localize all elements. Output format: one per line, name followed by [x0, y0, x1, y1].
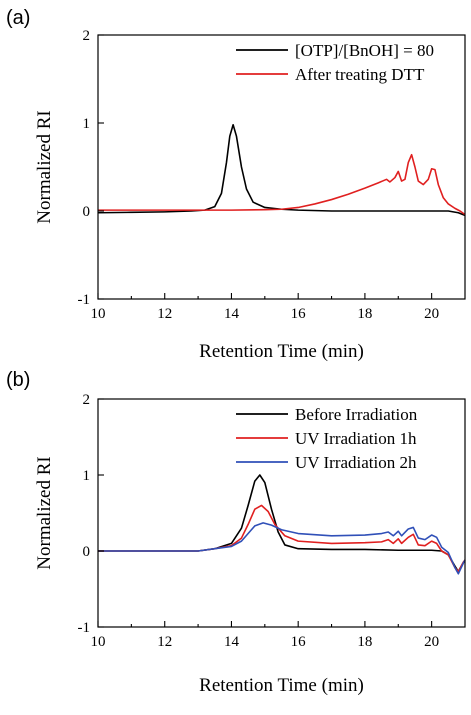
- y-tick-label-a--1: -1: [78, 292, 91, 308]
- x-tick-label-b-20: 20: [424, 634, 439, 650]
- y-tick-label-b-2: 2: [83, 392, 91, 408]
- x-tick-label-a-14: 14: [224, 306, 240, 322]
- y-tick-label-a-0: 0: [83, 204, 91, 220]
- panel-a-label: (a): [6, 7, 30, 29]
- legend-label-a-1: [OTP]/[BnOH] = 80: [295, 41, 434, 60]
- x-tick-label-b-10: 10: [91, 634, 106, 650]
- x-axis-title-b: Retention Time (min): [199, 675, 364, 696]
- series-line-a-1: [97, 123, 466, 217]
- y-tick-label-a-2: 2: [83, 28, 91, 44]
- legend-label-a-2: After treating DTT: [295, 65, 425, 84]
- y-axis-title-a: Normalized RI: [34, 110, 55, 223]
- y-tick-label-a-1: 1: [83, 116, 91, 132]
- y-tick-label-b-0: 0: [83, 544, 91, 560]
- series-line-b-3: [98, 522, 466, 575]
- x-tick-label-b-18: 18: [357, 634, 372, 650]
- x-tick-label-b-16: 16: [291, 634, 307, 650]
- x-tick-label-a-10: 10: [91, 306, 106, 322]
- x-tick-label-a-16: 16: [291, 306, 307, 322]
- x-tick-label-a-20: 20: [424, 306, 439, 322]
- series-line-a-2: [98, 153, 466, 216]
- x-tick-label-b-14: 14: [224, 634, 240, 650]
- legend-label-b-2: UV Irradiation 1h: [295, 429, 417, 448]
- x-axis-title-a: Retention Time (min): [199, 341, 364, 362]
- panel-b-label: (b): [6, 369, 30, 391]
- series-line-b-2: [98, 504, 466, 573]
- plot-frame-b: [97, 398, 466, 628]
- plot-frame-a: [97, 34, 466, 300]
- x-tick-label-a-18: 18: [357, 306, 372, 322]
- x-tick-label-b-12: 12: [157, 634, 172, 650]
- y-axis-title-b: Normalized RI: [34, 456, 55, 569]
- series-line-b-1: [98, 474, 466, 573]
- x-tick-label-a-12: 12: [157, 306, 172, 322]
- legend-label-b-3: UV Irradiation 2h: [295, 453, 417, 472]
- y-tick-label-b-1: 1: [83, 468, 91, 484]
- legend-label-b-1: Before Irradiation: [295, 405, 418, 424]
- y-tick-label-b--1: -1: [78, 620, 91, 636]
